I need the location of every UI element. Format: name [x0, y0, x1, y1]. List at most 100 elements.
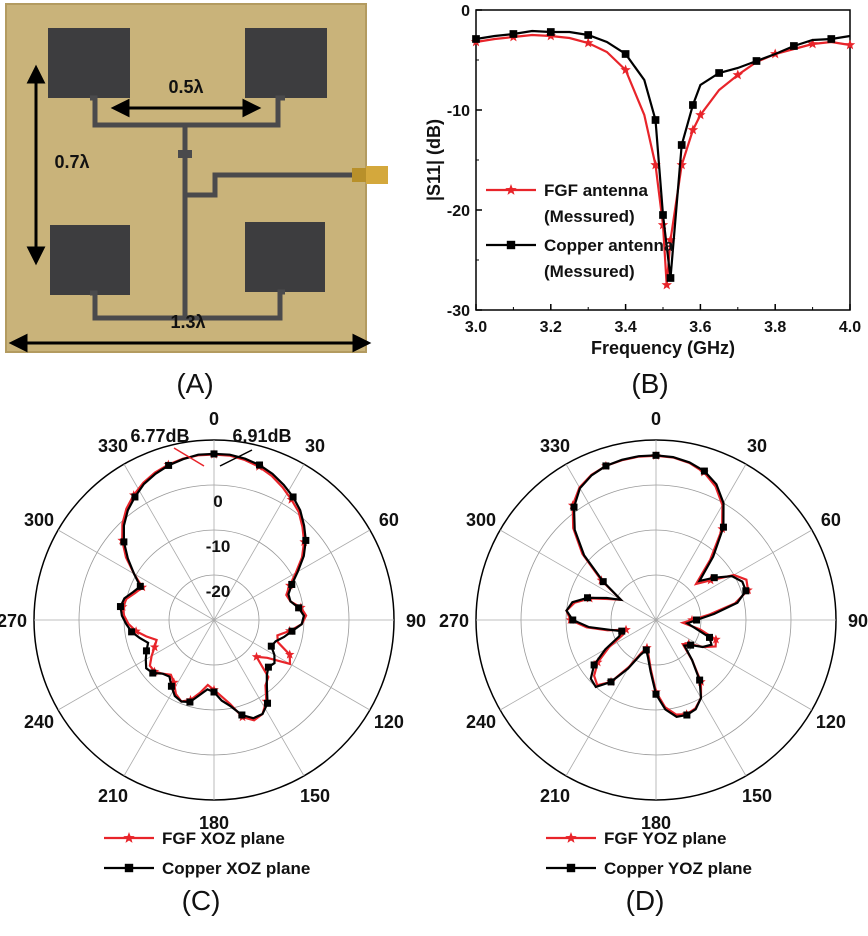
radial-label: 0 [213, 492, 222, 511]
legend-label: FGF antenna [544, 181, 648, 200]
peak-label-copper: 6.91dB [232, 426, 291, 446]
angle-label: 60 [821, 510, 841, 530]
x-tick-label: 3.8 [764, 319, 786, 336]
data-point [256, 461, 264, 469]
data-point [142, 647, 150, 655]
data-point [665, 234, 676, 245]
data-point [790, 42, 798, 50]
polar-chart-xoz: 0 30 60 90 120 150 180 210 240 270 300 330 0 -10 -20 FG… [0, 409, 426, 878]
angle-label: 90 [848, 611, 868, 631]
angle-label: 240 [24, 712, 54, 732]
data-point [590, 661, 598, 669]
angle-label: 30 [747, 436, 767, 456]
peak-leader-copper [219, 449, 253, 467]
data-point [288, 580, 296, 588]
angle-label: 180 [199, 813, 229, 833]
dim-label-07: 0.7λ [54, 152, 89, 172]
data-point [120, 538, 128, 546]
patch-top-left [48, 28, 130, 98]
legend-marker [505, 184, 517, 195]
data-point [289, 493, 297, 501]
legend-label-sub: (Messured) [544, 262, 635, 281]
peak-label-fgf: 6.77dB [130, 426, 189, 446]
data-point [509, 30, 518, 38]
y-tick-label: -20 [447, 203, 470, 220]
data-point [807, 38, 818, 49]
data-point [620, 64, 631, 75]
data-point [599, 578, 607, 586]
data-point [689, 101, 697, 109]
legend-label: Copper XOZ plane [162, 859, 310, 878]
data-point [687, 124, 699, 135]
angle-label: 210 [98, 786, 128, 806]
legend-label: Copper YOZ plane [604, 859, 752, 878]
y-axis-label: |S11| (dB) [424, 119, 444, 201]
legend-label: FGF XOZ plane [162, 829, 285, 848]
x-tick-label: 3.2 [540, 319, 562, 336]
data-point [136, 582, 144, 590]
data-point [169, 677, 179, 687]
data-point [705, 575, 716, 585]
polar-chart-yoz: 0 30 60 90 120 150 180 210 240 270 300 330 FGF YOZ p… [439, 409, 868, 878]
angle-label: 150 [300, 786, 330, 806]
angle-label: 270 [0, 611, 27, 631]
x-tick-label: 3.4 [614, 319, 636, 336]
data-point [295, 604, 303, 612]
data-point [650, 159, 661, 170]
polar-spoke [213, 619, 371, 711]
radial-label: -20 [206, 582, 231, 601]
data-point [652, 451, 660, 459]
patch-top-right [245, 28, 327, 98]
data-point [827, 35, 836, 43]
data-point [705, 633, 713, 641]
data-point [700, 467, 708, 475]
patch-bottom-right [245, 222, 325, 292]
panel-label-a: (A) [176, 368, 213, 399]
polar-spoke [213, 529, 371, 621]
x-tick-label: 4.0 [839, 319, 861, 336]
s11-chart: 3.0 3.2 3.4 3.6 3.8 4.0 0 -10 -20 -30 Frequency (G… [424, 3, 861, 358]
angle-label: 30 [305, 436, 325, 456]
data-point [165, 461, 173, 469]
data-point [742, 587, 750, 595]
patch-bottom-left [50, 225, 130, 295]
legend-marker [123, 832, 135, 843]
data-point [116, 603, 124, 611]
angle-label: 90 [406, 611, 426, 631]
data-point [677, 141, 686, 149]
polar-spoke [655, 619, 813, 711]
data-point [288, 627, 296, 635]
data-point [210, 450, 218, 458]
x-tick-label: 3.6 [689, 319, 711, 336]
data-point [695, 109, 706, 120]
data-point [186, 698, 194, 706]
panel-label-b: (B) [631, 368, 668, 399]
data-point [618, 627, 626, 635]
angle-label: 300 [466, 510, 496, 530]
data-point [719, 523, 727, 531]
angle-label: 300 [24, 510, 54, 530]
dim-label-05: 0.5λ [168, 77, 203, 97]
radial-label: -10 [206, 537, 231, 556]
data-point [128, 628, 136, 636]
legend-marker [566, 863, 576, 873]
angle-label: 120 [816, 712, 846, 732]
data-point [210, 688, 218, 696]
feed-junction [178, 150, 192, 158]
data-point [569, 616, 577, 624]
panel-label-c: (C) [182, 885, 221, 916]
legend-marker [565, 832, 577, 843]
peak-leader-fgf [173, 447, 205, 467]
data-point [732, 69, 743, 80]
data-point [710, 574, 718, 582]
data-point [696, 676, 704, 684]
data-point [131, 493, 139, 501]
data-point [131, 626, 141, 636]
angle-label: 150 [742, 786, 772, 806]
angle-label: 0 [209, 409, 219, 429]
data-point [167, 682, 175, 690]
legend-label-sub: (Messured) [544, 207, 635, 226]
data-point [472, 35, 480, 43]
dimension-arrows [8, 64, 372, 353]
